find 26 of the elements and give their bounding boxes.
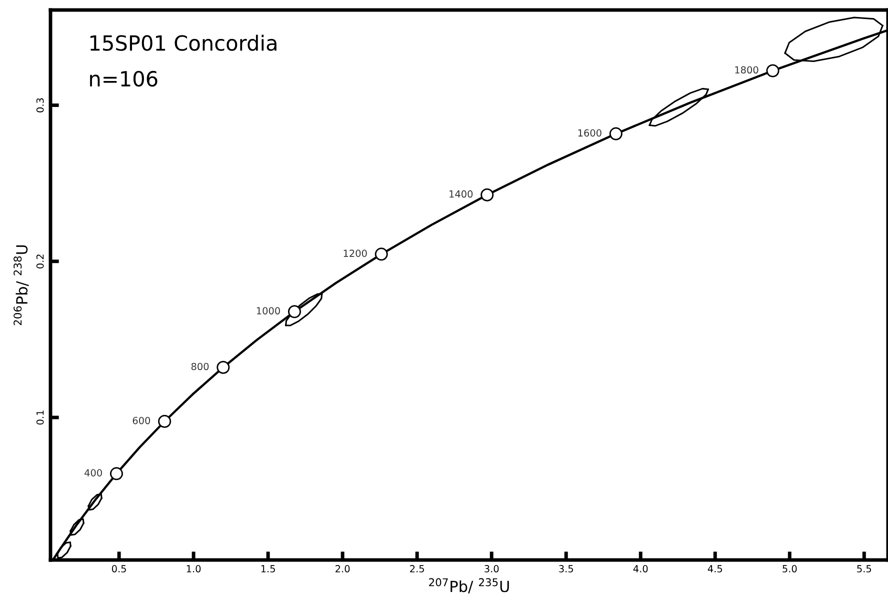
x-tick-label: 0.5 [112, 565, 126, 572]
annotation: 1400 [450, 190, 473, 198]
y-tick-label: 0.3 [36, 98, 44, 112]
x-tick-label: 5.0 [782, 565, 797, 572]
annotation: 1000 [256, 307, 280, 314]
annotation: 1800 [735, 66, 758, 74]
text: n=106 [90, 70, 158, 87]
x-tick-label: 4.5 [708, 565, 722, 572]
annotation: 400 [84, 469, 102, 476]
x-axis-title: $^{207}$Pb/ $^{235}$U [429, 578, 509, 594]
x-tick-label: 4.0 [633, 565, 648, 572]
x-tick-label: 1.5 [261, 565, 275, 572]
text: 15SP01 Concordia [90, 34, 276, 51]
annotation: 800 [191, 362, 209, 370]
y-axis-title: $^{206}$Pb/ $^{238}$U [14, 245, 29, 326]
x-tick-label: 5.5 [857, 565, 872, 572]
y-tick-label: 0.2 [36, 254, 44, 268]
x-tick-label: 1.0 [186, 565, 201, 572]
y-tick-label: 0.1 [36, 410, 44, 425]
annotation: 600 [132, 416, 150, 424]
x-tick-label: 3.0 [484, 565, 499, 572]
annotation: 1600 [578, 129, 602, 137]
x-tick-label: 2.0 [336, 565, 350, 572]
x-tick-label: 2.5 [410, 565, 424, 572]
x-tick-label: 3.5 [559, 565, 573, 572]
annotation: 1200 [344, 250, 367, 257]
